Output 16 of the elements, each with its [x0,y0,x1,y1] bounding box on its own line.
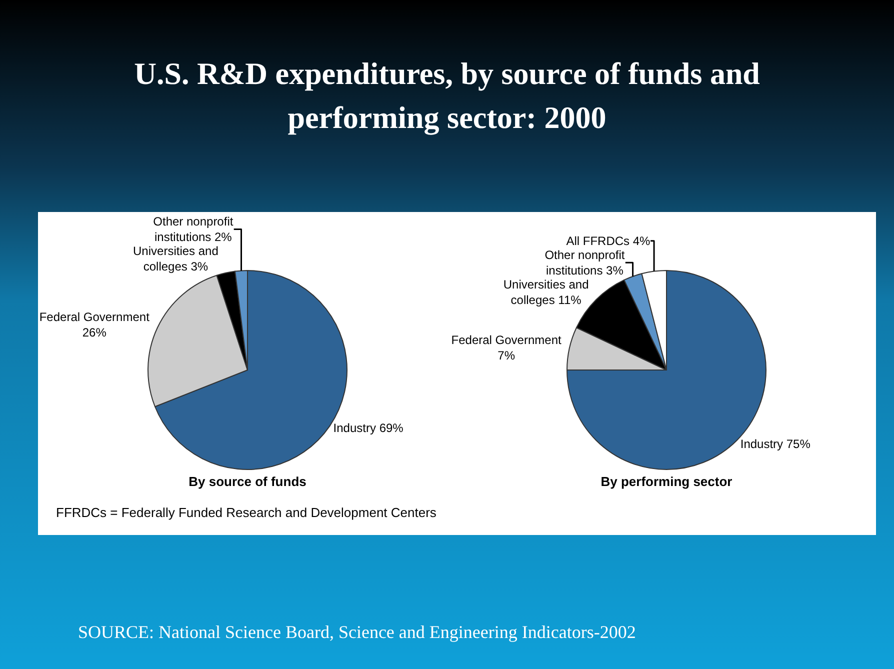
data-label: 7% [498,348,516,362]
slice-label: Industry 69% [333,421,404,436]
slice-label: Industry 75% [740,436,811,451]
slice-label: Other nonprofit institutions 3% [544,248,626,278]
source-note: SOURCE: National Science Board, Science and Engineering Indicators-2002 [78,622,636,643]
chart-title: U.S. R&D expenditures, by source of funds and performing sector: 2000 [133,55,761,137]
slice-label: Federal Government [451,332,562,347]
slice-label: Federal Government [39,310,150,324]
text: By performing sector [600,474,734,489]
slice-label: All FFRDCs 4% [566,234,651,248]
slice-label: Universities and colleges 11% [503,277,589,308]
slice-label: Other nonprofit institutions 2% [153,214,234,244]
data-label: 26% [82,326,107,340]
text: FFRDCs = Federally Funded Research and Development Centers [56,505,436,520]
text: By source of funds [188,474,308,489]
slice-label: Universities and colleges 3% [133,244,218,274]
